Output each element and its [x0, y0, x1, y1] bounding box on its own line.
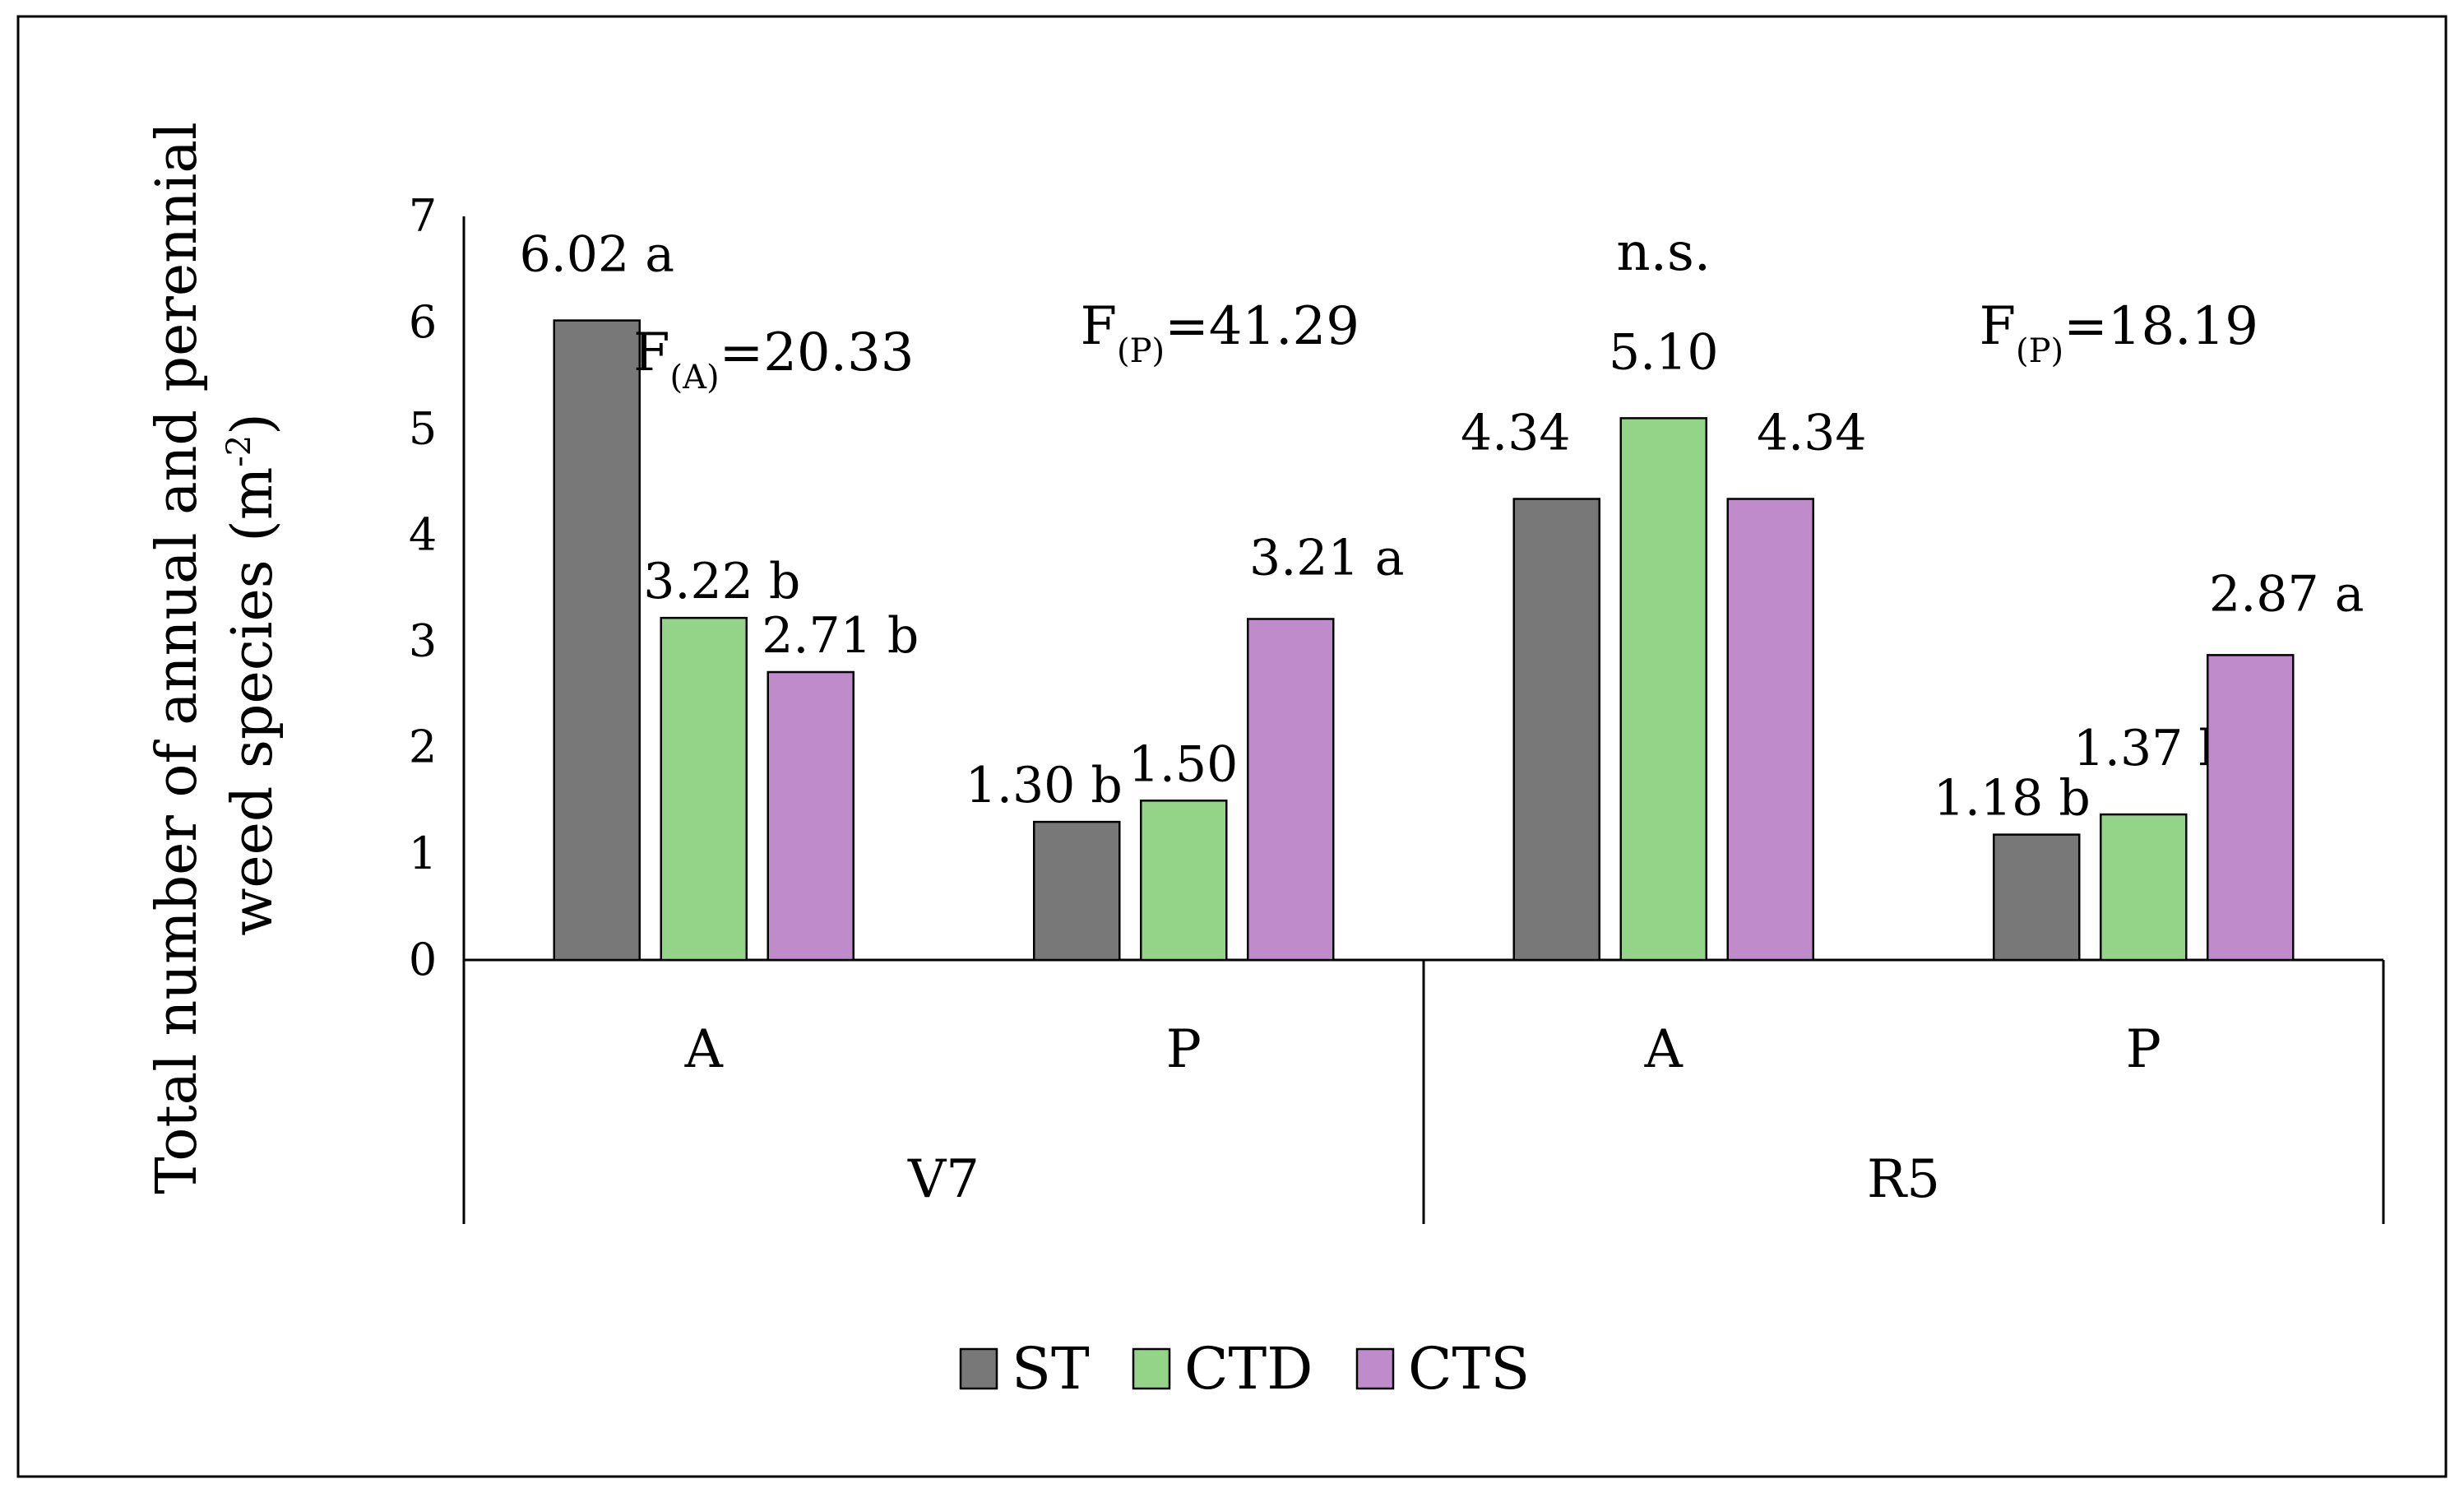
annotation-f-value-1: F(P)=41.29: [1081, 296, 1359, 370]
bar-r5-a-cts: [1726, 498, 1814, 962]
y-tick-label-5: 5: [409, 402, 437, 454]
annotation-f-number: =41.29: [1165, 296, 1359, 357]
bar-v7-p-ctd: [1140, 800, 1228, 962]
y-tick-label-6: 6: [409, 296, 437, 348]
data-label-r5-p-ctd: 1.37 b: [2073, 720, 2230, 777]
data-label-r5-a-cts: 4.34: [1757, 405, 1867, 462]
annotation-f-letter: F: [1980, 296, 2016, 357]
y-axis-label-superscript: -2: [220, 435, 258, 467]
y-axis-label-close: ): [220, 413, 285, 435]
bar-r5-a-ctd: [1619, 417, 1707, 962]
annotation-f-value-3: F(P)=18.19: [1980, 296, 2258, 370]
chart-border: [16, 15, 2448, 1478]
annotation-f-subscript: (P): [2016, 332, 2063, 370]
y-tick-label-1: 1: [409, 828, 437, 879]
data-label-r5-p-st: 1.18 b: [1934, 770, 2091, 828]
bar-r5-p-cts: [2207, 654, 2295, 962]
bar-v7-a-st: [553, 319, 641, 962]
legend-swatch-st: [959, 1347, 998, 1390]
data-label-v7-p-st: 1.30 b: [966, 757, 1123, 814]
y-axis-label-text: weed species (m: [220, 467, 285, 936]
y-tick-label-2: 2: [409, 721, 437, 773]
annotation-f-letter: F: [633, 322, 669, 383]
annotation-f-subscript: (P): [1117, 332, 1165, 370]
annotation-f-number: =20.33: [720, 322, 915, 383]
y-axis-label-line-2: weed species (m-2): [220, 413, 285, 936]
bar-r5-p-ctd: [2100, 813, 2188, 962]
y-tick-label-3: 3: [409, 615, 437, 667]
group-label-r5: R5: [1867, 1149, 1940, 1210]
y-axis-label-line-1: Total number of annual and perennial: [145, 122, 210, 1194]
y-tick-label-0: 0: [409, 934, 437, 985]
category-label-v7-p: P: [1166, 1019, 1202, 1080]
annotation-f-value-0: F(A)=20.33: [633, 322, 914, 396]
legend-label-cts: CTS: [1408, 1335, 1530, 1403]
legend-label-ctd: CTD: [1184, 1335, 1313, 1403]
legend-label-st: ST: [1012, 1335, 1090, 1403]
bar-r5-p-st: [1993, 833, 2081, 962]
data-label-v7-a-ctd: 3.22 b: [643, 553, 800, 610]
bar-v7-p-st: [1033, 820, 1121, 962]
legend-swatch-cts: [1355, 1347, 1395, 1390]
annotation-f-number: =18.19: [2063, 296, 2258, 357]
category-label-v7-a: A: [684, 1019, 724, 1080]
y-tick-label-4: 4: [409, 508, 437, 560]
data-label-v7-a-st: 6.02 a: [520, 226, 674, 284]
category-label-r5-a: A: [1644, 1019, 1684, 1080]
bar-v7-a-cts: [767, 670, 855, 962]
data-label-r5-a-ctd: 5.10: [1609, 323, 1719, 381]
bar-v7-a-ctd: [660, 616, 748, 962]
data-label-r5-a-st: 4.34: [1461, 405, 1571, 462]
data-label-v7-a-cts: 2.71 b: [762, 607, 919, 665]
data-label-v7-p-cts: 3.21 a: [1249, 529, 1404, 587]
data-label-r5-p-cts: 2.87 a: [2209, 565, 2364, 623]
y-tick-label-7: 7: [409, 190, 437, 242]
legend: ST CTD CTS: [959, 1335, 1530, 1403]
annotation-ns: n.s.: [1616, 222, 1711, 283]
group-label-v7: V7: [907, 1149, 980, 1210]
annotation-f-letter: F: [1081, 296, 1117, 357]
category-label-r5-p: P: [2126, 1019, 2161, 1080]
bar-r5-a-st: [1512, 498, 1600, 962]
annotation-f-subscript: (A): [669, 359, 719, 396]
legend-swatch-ctd: [1132, 1347, 1171, 1390]
bar-v7-p-cts: [1247, 618, 1335, 962]
